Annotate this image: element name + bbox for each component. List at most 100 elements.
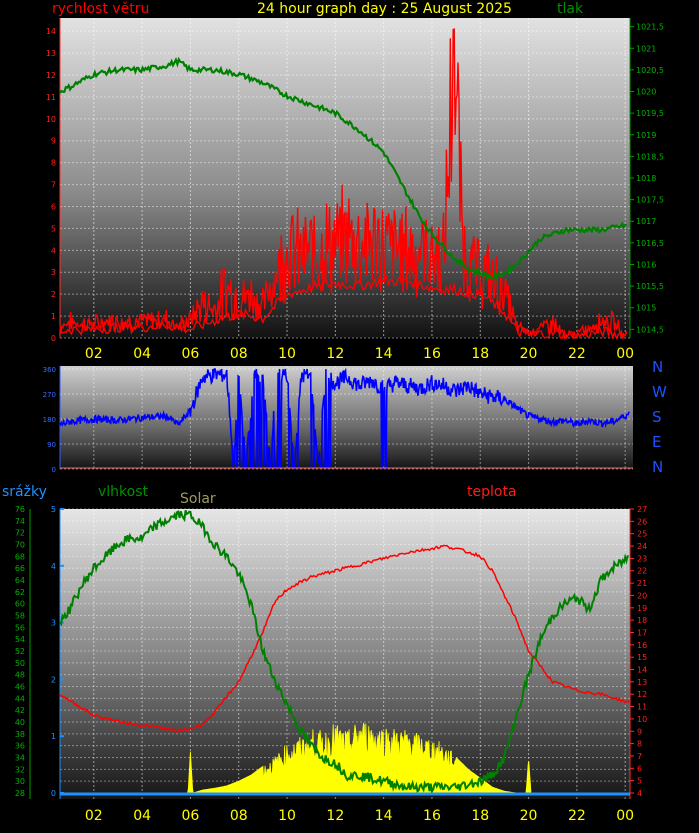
- humidity-tick-label: 60: [15, 600, 25, 609]
- humidity-tick-labels: 02 04 06 08 10 12 14 16 18 20 22 002830323436384042…: [15, 505, 647, 824]
- pressure-tick-label: 1017: [636, 217, 656, 226]
- rain-tick-label: 4: [51, 562, 56, 571]
- x-tick-label: 08: [230, 346, 248, 362]
- temperature-tick-label: 15: [637, 653, 647, 662]
- temperature-tick-label: 19: [637, 604, 647, 613]
- humidity-tick-label: 30: [15, 777, 25, 786]
- direction-tick-labels: 0 90 180 270 360: [43, 366, 56, 474]
- direction-series: [59, 367, 633, 472]
- x-tick-label: 20: [520, 346, 538, 362]
- x-tick-label: 00: [616, 808, 634, 824]
- direction-tick-label: 180: [43, 416, 56, 424]
- direction-grid: [60, 366, 633, 470]
- humidity-tick-label: 70: [15, 541, 25, 550]
- humidity-tick-label: 44: [15, 694, 25, 703]
- temperature-tick-label: 16: [637, 641, 647, 650]
- humidity-tick-label: 34: [15, 754, 25, 763]
- direction-label-s: S: [652, 408, 662, 426]
- x-tick-label: 10: [278, 346, 296, 362]
- temperature-tick-label: 27: [637, 505, 647, 514]
- humidity-line: [59, 509, 629, 795]
- humidity-tick-label: 36: [15, 742, 25, 751]
- wind-tick-label: 0: [51, 334, 56, 343]
- x-tick-label: 16: [423, 346, 441, 362]
- temperature-tick-label: 21: [637, 579, 647, 588]
- temperature-tick-label: 9: [637, 727, 642, 736]
- humidity-tick-label: 66: [15, 564, 25, 573]
- pressure-tick-label: 1019: [636, 131, 656, 140]
- x-tick-label: 02: [85, 346, 103, 362]
- direction-tick-label: 0: [52, 466, 56, 474]
- temperature-tick-label: 22: [637, 567, 647, 576]
- rain-tick-label: 2: [51, 675, 56, 684]
- x-tick-label: 08: [230, 808, 248, 824]
- x-tick-label: 12: [326, 346, 344, 362]
- x-tick-label: 16: [423, 808, 441, 824]
- direction-label-w: W: [652, 383, 667, 401]
- direction-tick-label: 270: [43, 391, 56, 399]
- pressure-tick-label: 1017,5: [636, 196, 664, 205]
- pressure-tick-label: 1018: [636, 174, 656, 183]
- pressure-tick-label: 1015,5: [636, 282, 664, 291]
- pressure-tick-label: 1014,5: [636, 325, 664, 334]
- x-tick-label: 12: [326, 808, 344, 824]
- rain-tick-label: 0: [51, 789, 56, 798]
- pressure-tick-label: 1020: [636, 88, 656, 97]
- x-tick-label: 18: [471, 346, 489, 362]
- wind-speed-label: rychlost větru: [52, 1, 149, 17]
- wind-tick-label: 2: [51, 290, 56, 299]
- wind-grid: [60, 18, 630, 339]
- direction-label-e: E: [652, 433, 661, 451]
- wind-tick-label: 1: [51, 312, 56, 321]
- wind-series: [59, 28, 628, 341]
- temperature-label: teplota: [467, 484, 517, 500]
- humidity-tick-label: 54: [15, 635, 25, 644]
- pressure-tick-label: 1015: [636, 304, 656, 313]
- wind-plot-area: [60, 18, 630, 338]
- wind-tick-label: 4: [51, 246, 56, 255]
- humidity-tick-label: 48: [15, 671, 25, 680]
- pressure-tick-label: 1016,5: [636, 239, 664, 248]
- x-tick-label: 22: [568, 808, 586, 824]
- wind-tick-label: 13: [46, 49, 56, 58]
- wind-tick-label: 11: [46, 93, 56, 102]
- x-tick-label: 02: [85, 808, 103, 824]
- temperature-tick-label: 20: [637, 591, 647, 600]
- direction-tick-label: 360: [43, 366, 56, 374]
- temperature-line: [59, 544, 631, 733]
- temperature-tick-label: 13: [637, 678, 647, 687]
- temperature-tick-label: 14: [637, 666, 647, 675]
- wind-tick-label: 5: [51, 224, 56, 233]
- solar-label: Solar: [180, 491, 216, 507]
- temperature-tick-label: 11: [637, 703, 647, 712]
- wind-tick-label: 12: [46, 71, 56, 80]
- temperature-tick-label: 23: [637, 554, 647, 563]
- humidity-tick-label: 76: [15, 505, 25, 514]
- pressure-tick-label: 1016: [636, 260, 656, 269]
- humidity-tick-label: 68: [15, 552, 25, 561]
- pressure-line: [59, 56, 628, 282]
- pressure-label: tlak: [557, 1, 584, 17]
- humidity-label: vlhkost: [98, 484, 149, 500]
- humidity-tick-label: 74: [15, 517, 25, 526]
- humidity-tick-label: 38: [15, 730, 25, 739]
- pressure-tick-label: 1021,5: [636, 23, 664, 32]
- temperature-tick-label: 4: [637, 789, 642, 798]
- wind-tick-label: 14: [46, 27, 56, 36]
- humidity-tick-label: 64: [15, 576, 25, 585]
- humidity-tick-label: 42: [15, 706, 25, 715]
- wind-tick-label: 9: [51, 137, 56, 146]
- x-tick-label: 18: [471, 808, 489, 824]
- temperature-tick-label: 12: [637, 690, 647, 699]
- rain-label: srážky: [2, 484, 47, 500]
- humidity-tick-label: 52: [15, 647, 25, 656]
- rain-tick-label: 3: [51, 619, 56, 628]
- temperature-tick-label: 5: [637, 777, 642, 786]
- humidity-tick-label: 56: [15, 623, 25, 632]
- wind-tick-label: 3: [51, 268, 56, 277]
- x-tick-label: 06: [182, 808, 200, 824]
- x-tick-label: 20: [520, 808, 538, 824]
- x-tick-label: 14: [375, 346, 393, 362]
- temperature-tick-label: 17: [637, 628, 647, 637]
